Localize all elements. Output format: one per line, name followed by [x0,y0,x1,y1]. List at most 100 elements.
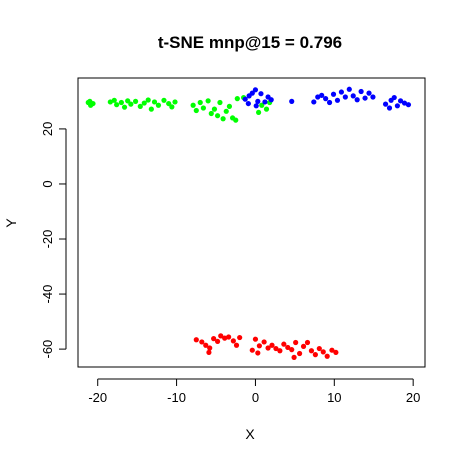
data-point [132,98,139,104]
data-point [350,93,356,99]
data-point [255,109,262,116]
x-tick-label: -20 [88,390,107,405]
data-point [262,99,268,105]
data-point [285,344,291,351]
data-point [269,342,275,348]
data-point [218,333,224,339]
x-axis: -20 -10 0 10 20 [88,378,420,405]
data-point [320,349,326,355]
data-point [249,347,255,353]
data-point [85,99,91,106]
data-point [226,334,232,340]
data-point [255,350,261,356]
data-point [252,87,259,93]
data-point [223,108,229,114]
data-point [259,102,265,108]
data-point [319,92,325,98]
data-point [405,102,412,108]
data-point [155,102,162,108]
data-point [293,339,299,346]
data-point [237,334,243,341]
data-point [206,349,212,356]
data-point [261,339,267,345]
data-point [338,89,345,95]
data-point [391,94,397,101]
x-tick-label: 0 [252,390,259,405]
data-point [289,98,295,104]
data-point [234,96,240,102]
data-point [114,102,120,108]
y-tick-label: 20 [40,122,55,136]
data-point [245,100,251,107]
data-point [145,97,151,103]
data-point [211,106,218,112]
data-point [326,99,333,106]
data-point [300,343,307,349]
data-point [311,99,317,105]
data-point [148,106,154,112]
data-point [230,338,236,344]
data-point [172,99,178,105]
data-point [362,95,368,101]
data-point [169,104,175,110]
data-point [273,345,279,352]
x-axis-label: X [245,426,255,442]
data-point [329,347,335,353]
data-point [208,110,214,117]
data-point [161,97,167,103]
data-point [281,341,287,347]
data-point [220,116,226,122]
data-point [253,103,259,109]
y-axis: -60 -40 -20 0 20 [40,122,67,359]
data-point [222,335,228,341]
data-point [193,337,199,343]
data-point [214,113,221,119]
x-tick-label: -10 [167,390,186,405]
data-point [118,99,124,106]
series-1 [85,94,273,123]
y-tick-label: 0 [40,180,55,187]
data-point [386,105,393,111]
data-point [249,90,255,96]
data-point [297,350,303,357]
y-tick-label: -40 [40,285,55,304]
data-point [346,86,352,92]
data-point [190,102,196,108]
data-point [370,94,376,100]
data-point [277,348,283,354]
chart-title: t-SNE mnp@15 = 0.796 [158,33,342,52]
data-point [255,98,261,104]
data-point [258,91,264,97]
data-point [217,99,223,106]
data-point [207,345,213,351]
data-point [242,96,248,102]
data-point [315,94,321,100]
data-point [354,97,360,103]
data-point [382,101,389,107]
data-point [214,338,221,345]
series-3 [193,333,339,360]
data-point [291,354,297,360]
data-point [312,352,318,358]
y-axis-label: Y [3,218,19,228]
data-point [304,339,311,346]
data-point [166,100,172,107]
series-2 [242,86,412,111]
data-point [324,353,330,359]
data-points [85,86,412,360]
data-point [263,106,270,112]
data-point [334,97,341,103]
data-point [128,101,134,107]
data-point [323,96,329,102]
data-point [252,336,259,342]
y-tick-label: -60 [40,340,55,359]
data-point [199,339,205,345]
data-point [141,100,147,106]
data-point [197,99,203,106]
data-point [233,342,240,348]
data-point [342,94,348,100]
data-point [366,90,372,96]
data-point [200,105,206,111]
x-tick-label: 20 [406,390,420,405]
